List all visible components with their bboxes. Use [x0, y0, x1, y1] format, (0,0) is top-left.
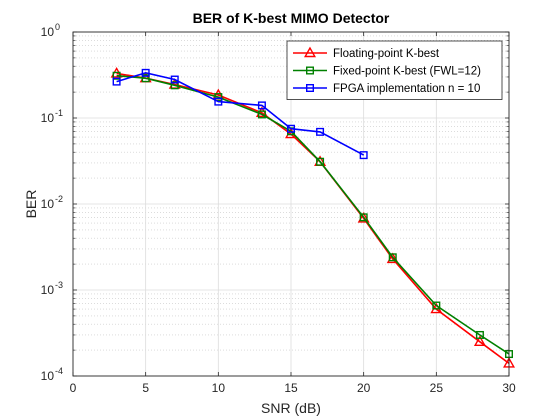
x-tick-label: 25 [430, 381, 444, 395]
data-point [316, 157, 325, 166]
y-tick-exponent: 0 [55, 22, 60, 32]
legend-marker [306, 83, 315, 92]
x-tick-label: 10 [212, 381, 226, 395]
data-point [112, 71, 121, 80]
data-point [359, 151, 368, 160]
series-3 [112, 68, 368, 160]
y-tick-label: 10 [41, 283, 55, 297]
data-point [170, 81, 179, 90]
x-tick-label: 30 [502, 381, 516, 395]
y-tick-exponent: -4 [55, 366, 63, 376]
series-line [116, 71, 365, 156]
data-point [141, 68, 150, 77]
data-point [473, 335, 486, 346]
y-tick-label: 10 [41, 25, 55, 39]
y-tick-label: 10 [41, 369, 55, 383]
legend: Floating-point K-best Fixed-point K-best … [286, 40, 503, 100]
x-tick-label: 0 [70, 381, 77, 395]
data-point [475, 330, 484, 339]
x-tick-label: 15 [284, 381, 298, 395]
y-tick-exponent: -3 [55, 280, 63, 290]
data-point [359, 213, 368, 222]
data-point [386, 252, 399, 264]
legend-entry-2: Fixed-point K-best (FWL=12) [293, 66, 481, 78]
legend-label: Fixed-point K-best (FWL=12) [333, 66, 481, 78]
x-tick-labels: 0 5 10 15 20 25 30 [70, 381, 516, 395]
tick-marks [72, 31, 510, 377]
data-point [255, 106, 268, 117]
legend-label: FPGA implementation n = 10 [333, 83, 480, 95]
y-tick-label: 10 [41, 197, 55, 211]
series-line [116, 74, 510, 355]
data-point [388, 253, 397, 262]
data-point [257, 110, 266, 119]
x-tick-label: 20 [357, 381, 371, 395]
data-point [432, 301, 441, 310]
data-point [257, 101, 266, 110]
data-point [316, 127, 325, 136]
data-point [112, 77, 121, 86]
data-point [214, 93, 223, 102]
legend-label: Floating-point K-best [333, 48, 440, 60]
data-point [357, 211, 370, 223]
y-tick-exponent: -2 [55, 194, 63, 204]
legend-marker [304, 46, 316, 58]
y-axis-label: BER [23, 190, 39, 219]
legend-entry-3: FPGA implementation n = 10 [293, 83, 480, 95]
x-axis-label: SNR (dB) [261, 400, 321, 416]
data-point [287, 124, 296, 133]
data-point [214, 97, 223, 106]
chart-title: BER of K-best MIMO Detector [193, 10, 390, 26]
legend-marker [306, 66, 315, 75]
legend-entry-1: Floating-point K-best [293, 46, 440, 60]
series-layer [110, 66, 515, 368]
y-tick-exponent: -1 [55, 108, 63, 118]
data-point [170, 75, 179, 84]
x-tick-label: 5 [142, 381, 149, 395]
y-tick-label: 10 [41, 111, 55, 125]
data-point [141, 74, 150, 83]
